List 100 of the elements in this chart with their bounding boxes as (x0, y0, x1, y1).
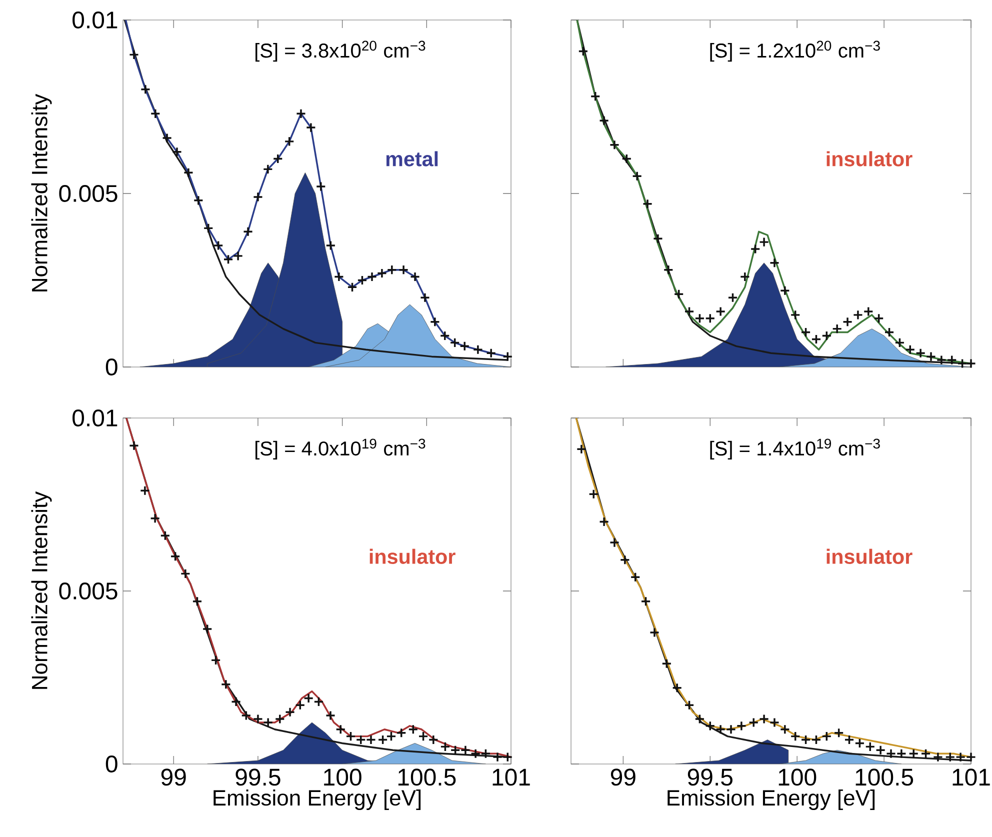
point (470, 748, 481, 759)
point (576, 444, 587, 454)
point (284, 706, 296, 718)
point (715, 724, 726, 735)
point (170, 551, 180, 562)
point (223, 254, 234, 265)
point (396, 728, 406, 738)
point (769, 258, 780, 268)
point (842, 316, 853, 328)
point (376, 268, 388, 278)
y-axis-title: Normalized Intensity (31, 491, 52, 689)
point (486, 348, 496, 358)
point (632, 170, 642, 182)
point (192, 596, 202, 606)
point (203, 223, 214, 234)
point (758, 236, 770, 248)
point (726, 724, 736, 735)
point (649, 627, 660, 638)
point (684, 306, 694, 317)
point (705, 720, 716, 732)
point (630, 572, 640, 582)
point (740, 272, 750, 282)
point (844, 734, 854, 745)
x-tick-label: 99.5 (236, 768, 280, 786)
point (854, 738, 865, 748)
point (386, 731, 396, 742)
y-tick-label: 0.01 (72, 11, 118, 28)
x-tick-label: 100.5 (398, 768, 456, 786)
point (926, 351, 936, 362)
x-axis-title: Emission Energy [eV] (668, 790, 875, 810)
point (183, 168, 194, 178)
point (242, 226, 254, 237)
point (460, 745, 471, 756)
point (705, 313, 716, 324)
point (230, 696, 242, 707)
point (128, 440, 140, 451)
annotation: [S] = 1.2x10$^{20}$ cm$^{−3}$ (710, 40, 880, 62)
point (440, 330, 450, 341)
point (346, 731, 356, 742)
point (398, 264, 409, 275)
y-tick-label: 0.005 (59, 582, 118, 600)
point (450, 338, 460, 348)
point (347, 282, 358, 292)
point (652, 233, 664, 244)
point (822, 731, 832, 742)
annotation: insulator (370, 548, 456, 564)
x-tick-label: 100 (324, 768, 362, 786)
x-tick-label: 99 (610, 768, 636, 786)
x-tick-label: 100 (778, 768, 816, 786)
point (366, 734, 376, 745)
point (272, 154, 284, 164)
point (620, 554, 630, 565)
point (502, 752, 513, 762)
point (780, 724, 790, 735)
point (642, 198, 653, 210)
point (920, 748, 931, 759)
point (780, 286, 790, 296)
point (790, 731, 800, 742)
point (622, 154, 632, 164)
point (800, 327, 811, 338)
point (210, 655, 221, 666)
point (728, 292, 738, 303)
point (193, 195, 204, 206)
point (378, 734, 388, 745)
point (800, 734, 811, 745)
point (241, 710, 252, 721)
point (588, 488, 599, 500)
point (736, 720, 747, 732)
point (314, 696, 324, 707)
point (408, 724, 418, 735)
point (966, 752, 976, 762)
point (430, 316, 440, 328)
point (609, 537, 620, 548)
point (262, 717, 274, 728)
point (598, 115, 610, 126)
point (418, 731, 428, 742)
point (936, 354, 947, 366)
point (284, 136, 294, 147)
x-axis-title: Emission Energy [eV] (214, 790, 421, 810)
point (790, 310, 800, 320)
point (295, 700, 306, 710)
point (674, 288, 684, 300)
y-axis-title: Normalized Intensity (31, 94, 52, 292)
point (303, 693, 314, 704)
annotation: [S] = 3.8x10$^{20}$ cm$^{−3}$ (256, 40, 426, 62)
point (502, 351, 513, 362)
point (832, 324, 842, 334)
point (609, 140, 620, 150)
point (140, 486, 150, 496)
point (356, 734, 366, 745)
point (769, 717, 780, 728)
y-tick-label: 0.005 (59, 184, 118, 202)
point (886, 748, 896, 759)
point (748, 717, 759, 728)
point (946, 354, 958, 366)
point (694, 313, 705, 324)
point (915, 348, 926, 358)
y-tick-label: 0 (106, 358, 118, 376)
point (684, 700, 694, 710)
point (896, 748, 907, 759)
